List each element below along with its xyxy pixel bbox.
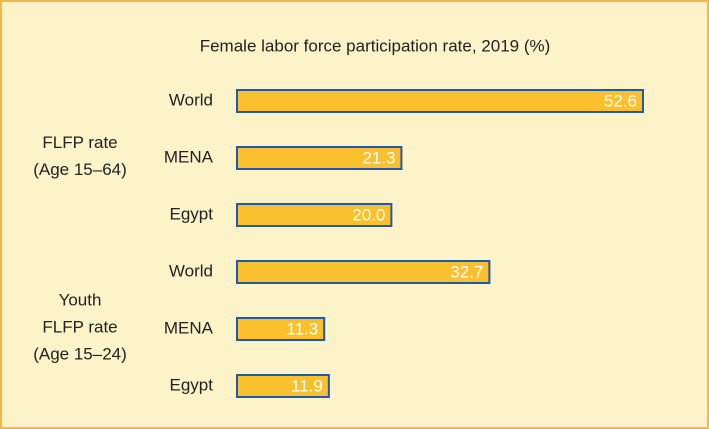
- bar: [236, 317, 326, 341]
- category-label: World: [169, 90, 213, 109]
- group-label: FLFP rate: [42, 317, 117, 336]
- category-label: MENA: [164, 147, 214, 166]
- chart-title: Female labor force participation rate, 2…: [200, 36, 551, 55]
- value-label: 11.9: [291, 376, 323, 395]
- value-label: 11.3: [286, 319, 318, 338]
- category-label: Egypt: [170, 204, 214, 223]
- category-label: World: [169, 261, 213, 280]
- group-label: Youth: [59, 290, 102, 309]
- bar: [236, 146, 403, 170]
- value-label: 20.0: [352, 205, 385, 224]
- category-label: Egypt: [170, 375, 214, 394]
- value-label: 21.3: [362, 148, 395, 167]
- group-label: (Age 15–64): [33, 160, 127, 179]
- bar: [236, 203, 393, 227]
- value-label: 52.6: [604, 91, 637, 110]
- bar: [236, 374, 330, 398]
- group-label: (Age 15–24): [33, 344, 127, 363]
- group-label: FLFP rate: [42, 133, 117, 152]
- category-label: MENA: [164, 318, 214, 337]
- value-label: 32.7: [450, 262, 483, 281]
- bar: [236, 260, 491, 284]
- bar: [236, 89, 644, 113]
